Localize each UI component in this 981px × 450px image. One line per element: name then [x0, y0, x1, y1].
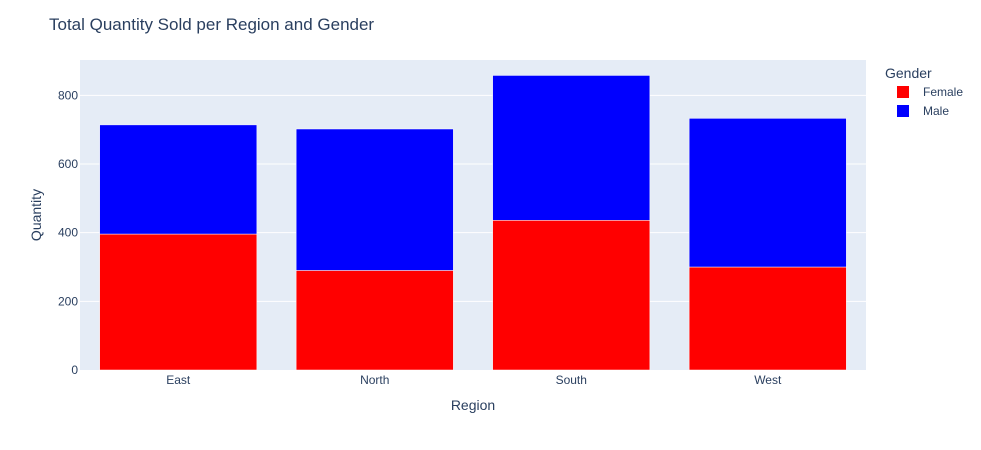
- legend-swatch: [897, 86, 909, 98]
- bar-male-west: [688, 118, 847, 268]
- y-axis-title: Quantity: [28, 189, 44, 241]
- chart-title: Total Quantity Sold per Region and Gende…: [49, 15, 374, 34]
- bar-male-south: [492, 75, 651, 221]
- legend-item-female[interactable]: Female: [897, 85, 963, 99]
- y-tick-label: 0: [71, 363, 78, 377]
- bar-female-north: [295, 270, 454, 371]
- legend: Gender Female Male: [885, 65, 963, 118]
- x-tick-label: West: [754, 373, 782, 387]
- x-axis-title: Region: [451, 397, 495, 413]
- bar-female-east: [99, 233, 258, 371]
- y-tick-label: 800: [58, 88, 78, 102]
- y-axis-ticks: 0 200 400 600 800: [58, 88, 78, 377]
- legend-items: Female Male: [897, 85, 963, 118]
- legend-label: Female: [923, 85, 963, 99]
- x-tick-label: South: [556, 373, 587, 387]
- x-axis-ticks: East North South West: [166, 373, 782, 387]
- bar-male-north: [295, 128, 454, 271]
- y-tick-label: 600: [58, 157, 78, 171]
- legend-title: Gender: [885, 65, 932, 81]
- x-tick-label: North: [360, 373, 389, 387]
- legend-swatch: [897, 105, 909, 117]
- legend-label: Male: [923, 104, 949, 118]
- bars: [99, 75, 847, 371]
- bar-female-south: [492, 220, 651, 371]
- y-tick-label: 200: [58, 294, 78, 308]
- legend-item-male[interactable]: Male: [897, 104, 949, 118]
- bar-female-west: [688, 266, 847, 371]
- bar-male-east: [99, 124, 258, 235]
- y-tick-label: 400: [58, 226, 78, 240]
- x-tick-label: East: [166, 373, 191, 387]
